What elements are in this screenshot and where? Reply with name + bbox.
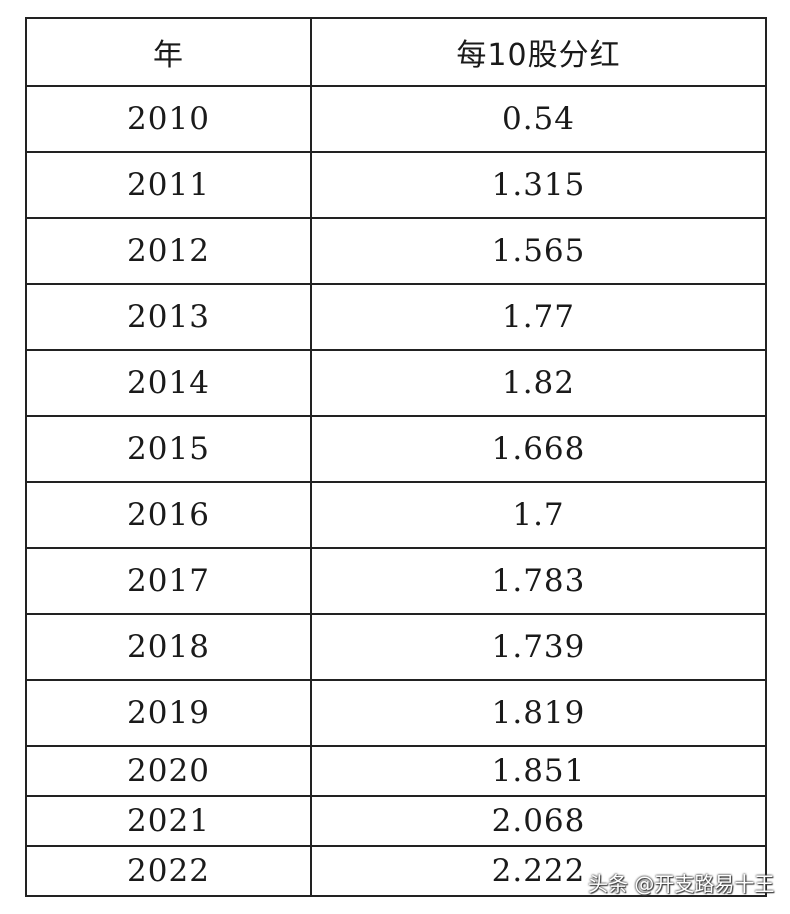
year-cell: 2020 xyxy=(25,745,312,797)
dividend-cell: 1.565 xyxy=(310,217,767,285)
header-year: 年 xyxy=(25,17,312,87)
dividend-cell: 1.819 xyxy=(310,679,767,747)
table-row: 2017 1.783 xyxy=(25,547,767,615)
header-dividend-per-10-shares: 每10股分红 xyxy=(310,17,767,87)
dividend-cell: 2.068 xyxy=(310,795,767,847)
table-row: 2012 1.565 xyxy=(25,217,767,285)
year-cell: 2022 xyxy=(25,845,312,897)
dividend-cell: 1.668 xyxy=(310,415,767,483)
table-row: 2013 1.77 xyxy=(25,283,767,351)
dividend-table: 年 每10股分红 2010 0.54 2011 1.315 2012 1.565… xyxy=(25,17,767,897)
year-cell: 2016 xyxy=(25,481,312,549)
year-cell: 2013 xyxy=(25,283,312,351)
dividend-cell: 1.783 xyxy=(310,547,767,615)
dividend-cell: 1.851 xyxy=(310,745,767,797)
year-cell: 2010 xyxy=(25,85,312,153)
year-cell: 2018 xyxy=(25,613,312,681)
table-row: 2015 1.668 xyxy=(25,415,767,483)
table-row: 2022 2.222 xyxy=(25,845,767,897)
year-cell: 2011 xyxy=(25,151,312,219)
table-row: 2014 1.82 xyxy=(25,349,767,417)
dividend-cell: 1.7 xyxy=(310,481,767,549)
table-row: 2011 1.315 xyxy=(25,151,767,219)
year-cell: 2014 xyxy=(25,349,312,417)
year-cell: 2017 xyxy=(25,547,312,615)
dividend-cell: 1.315 xyxy=(310,151,767,219)
table-row: 2018 1.739 xyxy=(25,613,767,681)
year-cell: 2015 xyxy=(25,415,312,483)
dividend-cell: 0.54 xyxy=(310,85,767,153)
year-cell: 2012 xyxy=(25,217,312,285)
dividend-cell: 1.77 xyxy=(310,283,767,351)
table-row: 2010 0.54 xyxy=(25,85,767,153)
table-row: 2019 1.819 xyxy=(25,679,767,747)
table-row: 2021 2.068 xyxy=(25,795,767,847)
watermark-text: 头条 @开支路易十王 xyxy=(588,872,775,896)
table-header-row: 年 每10股分红 xyxy=(25,17,767,87)
table-row: 2020 1.851 xyxy=(25,745,767,797)
table-row: 2016 1.7 xyxy=(25,481,767,549)
year-cell: 2021 xyxy=(25,795,312,847)
dividend-cell: 1.82 xyxy=(310,349,767,417)
year-cell: 2019 xyxy=(25,679,312,747)
dividend-cell: 2.222 xyxy=(310,845,767,897)
dividend-cell: 1.739 xyxy=(310,613,767,681)
